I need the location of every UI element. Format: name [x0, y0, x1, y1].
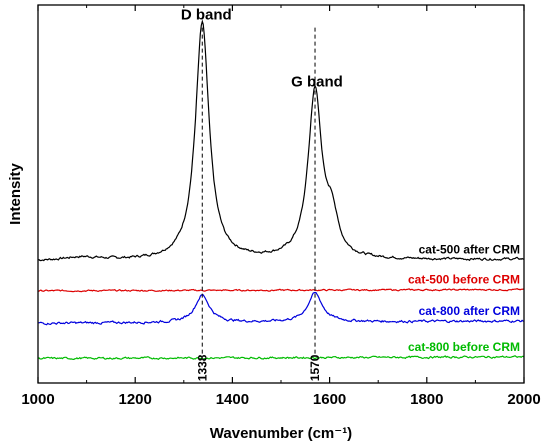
series-line-cat-800-after-crm — [38, 291, 525, 326]
series-label-cat-500-before: cat-500 before CRM — [408, 273, 520, 287]
series-label-cat-800-before: cat-800 before CRM — [408, 340, 520, 354]
x-tick-label: 1600 — [313, 391, 346, 408]
x-axis-title: Wavenumber (cm⁻¹) — [210, 425, 352, 442]
series-line-cat-500-before-crm — [38, 288, 525, 293]
peak-position-label-d: 1338 — [195, 354, 209, 381]
series-line-cat-800-before-crm — [37, 355, 525, 361]
series-layer — [37, 19, 525, 361]
plot-frame — [37, 4, 525, 384]
x-tick-label: 1200 — [119, 391, 152, 408]
x-tick-label: 2000 — [507, 391, 540, 408]
peak-position-label-g: 1570 — [308, 354, 322, 381]
series-label-cat-800-after: cat-800 after CRM — [419, 304, 520, 318]
d-band-label: D band — [181, 6, 232, 23]
peak-guide-lines — [201, 27, 316, 355]
x-axis-ticks — [37, 5, 525, 383]
series-label-cat-500-after: cat-500 after CRM — [419, 242, 520, 256]
y-axis-title: Intensity — [7, 163, 24, 225]
series-line-cat-500-after-crm — [37, 19, 525, 262]
x-tick-label: 1000 — [21, 391, 54, 408]
g-band-label: G band — [291, 74, 343, 91]
x-tick-label: 1800 — [410, 391, 443, 408]
x-tick-label: 1400 — [216, 391, 249, 408]
label-layer: 1000 1200 1400 1600 1800 2000 — [21, 391, 540, 408]
